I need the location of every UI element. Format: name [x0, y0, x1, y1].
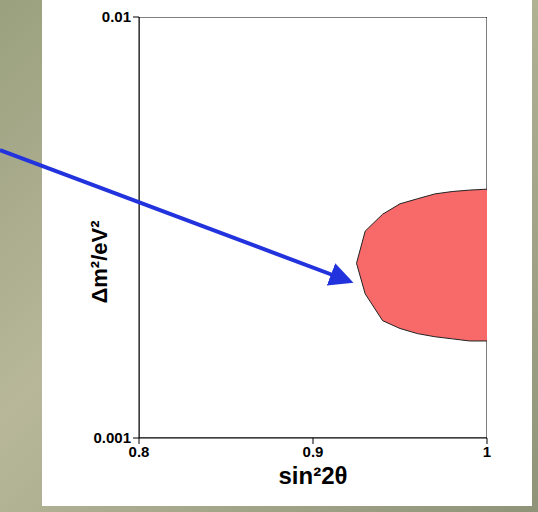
html-text:sin²2θ: sin²2θ — [278, 462, 348, 489]
svg-text:0.8: 0.8 — [129, 443, 150, 460]
svg-text:0.01: 0.01 — [102, 8, 131, 25]
svg-text:0.001: 0.001 — [93, 429, 131, 446]
svg-text:1: 1 — [483, 443, 491, 460]
svg-text:0.9: 0.9 — [303, 443, 324, 460]
html-text:Δm²/eV²: Δm²/eV² — [87, 220, 112, 304]
